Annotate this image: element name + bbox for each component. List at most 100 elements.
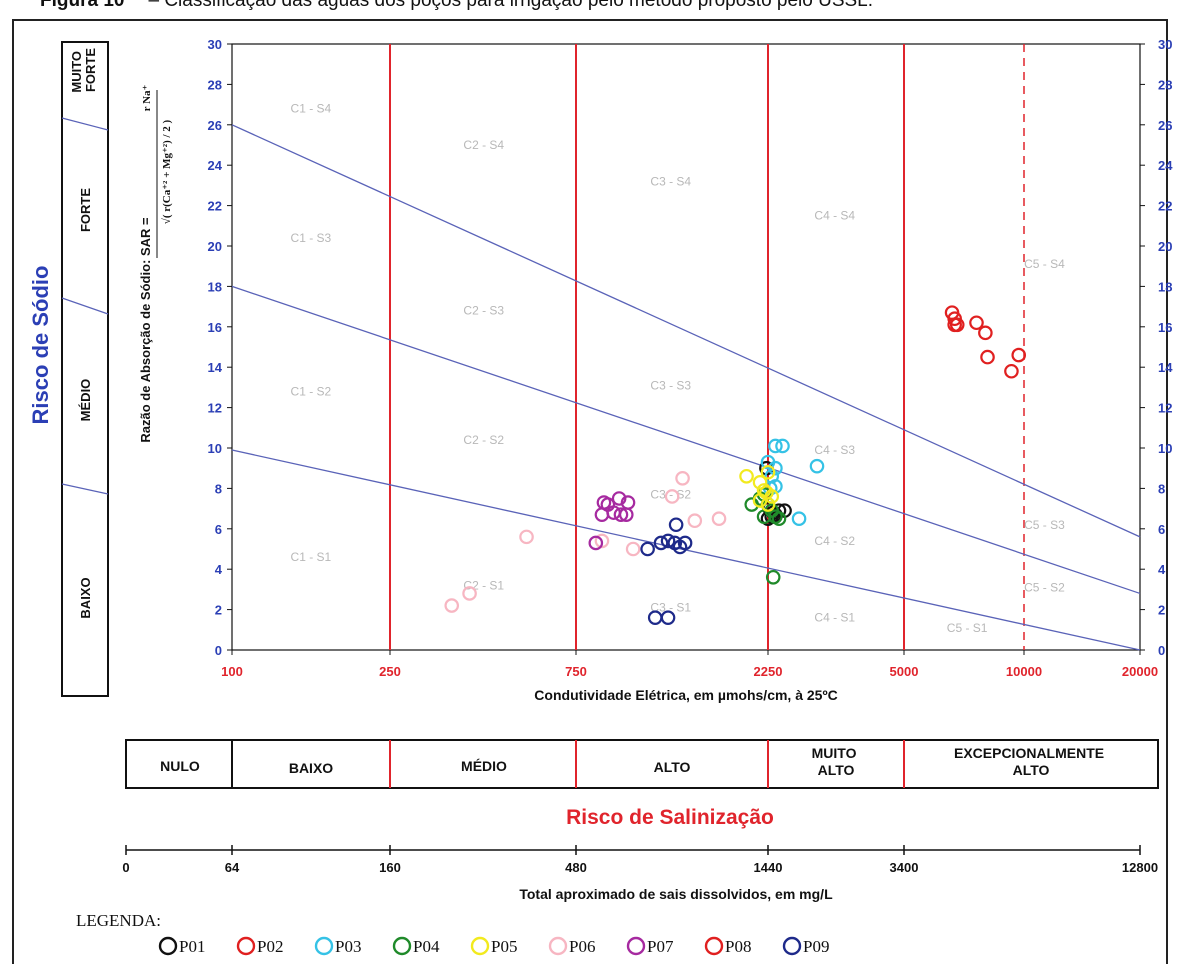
y-tick-label: 20 [208, 239, 222, 254]
y-tick-label-right: 30 [1158, 37, 1172, 52]
legend-marker-p05 [470, 936, 490, 956]
x-axis-title: Condutividade Elétrica, em µmohs/cm, à 2… [534, 687, 837, 703]
salinity-level-excepcionalmente-alto: EXCEPCIONALMENTE ALTO [954, 745, 1108, 778]
class-label: C2 - S4 [463, 138, 504, 152]
sodium-divider [61, 117, 109, 131]
salinity-level-excepcionalmente-alto-line2: ALTO [1013, 762, 1050, 778]
legend-label-p08: P08 [725, 937, 751, 956]
point-p07 [588, 535, 604, 551]
y-tick-label: 6 [215, 522, 222, 537]
salinity-level-medio: MÉDIO [461, 758, 507, 774]
y-tick-label: 4 [215, 562, 223, 577]
x-tick-label: 2250 [754, 664, 783, 679]
point-p09 [660, 610, 676, 625]
figure-caption: Figura 10 – Classificação das águas dos p… [40, 0, 1160, 14]
class-label: C4 - S4 [814, 209, 855, 223]
salinity-level-baixo: BAIXO [289, 760, 333, 776]
point-p03 [768, 460, 783, 476]
point-p08 [947, 317, 962, 333]
legend-marker-p07 [626, 936, 646, 956]
tds-axis: 0 64 160 480 1440 3400 12800 Total aproximado … [122, 845, 1158, 902]
point-p07 [596, 495, 612, 510]
y-tick-label-right: 26 [1158, 118, 1172, 133]
legend-label-p03: P03 [335, 937, 361, 956]
sodium-level-muito-forte-line2: FORTE [83, 48, 98, 92]
point-p08 [978, 325, 993, 341]
salinity-level-muito-alto: MUITO ALTO [812, 745, 861, 778]
point-p04 [771, 511, 787, 526]
y-tick-label: 18 [208, 279, 222, 294]
y-tick-label-right: 14 [1158, 360, 1173, 375]
y-tick-label-right: 6 [1158, 522, 1165, 537]
y-tick-label-right: 28 [1158, 77, 1172, 92]
point-p06 [444, 598, 460, 613]
point-p03 [791, 511, 807, 526]
legend-items: P01 P02 P03 P04 P05 P06 P07 P08 P09 [158, 936, 829, 956]
point-p09 [668, 517, 684, 533]
tds-tick-label: 0 [122, 860, 129, 875]
legend-marker-p09 [782, 936, 802, 956]
class-label: C3 - S4 [650, 174, 691, 188]
figure-caption-text: – Classificação das águas dos poços para… [148, 0, 874, 11]
sodium-level-forte: FORTE [78, 188, 93, 232]
point-p06 [594, 533, 610, 549]
point-p03 [775, 438, 790, 454]
class-label: C2 - S1 [463, 578, 504, 592]
point-p06 [462, 586, 477, 601]
point-p07 [611, 491, 627, 506]
salinity-risk-box [125, 739, 1159, 789]
y-tick-label: 10 [208, 441, 222, 456]
tds-tick-label: 480 [565, 860, 587, 875]
class-label: C4 - S2 [814, 534, 855, 548]
class-label: C5 - S4 [1024, 257, 1065, 271]
sodium-risk-panel: MUITO FORTE FORTE MÉDIO BAIXO Risco de S… [28, 41, 109, 697]
y-tick-label: 0 [215, 643, 222, 658]
tds-tick-label: 1440 [754, 860, 783, 875]
point-p07 [618, 507, 634, 522]
y-tick-label-right: 2 [1158, 603, 1165, 618]
y-tick-label-right: 22 [1158, 199, 1172, 214]
y-tick-label: 16 [208, 320, 222, 335]
class-label: C4 - S3 [814, 443, 855, 457]
point-p03 [768, 438, 783, 454]
sodium-class-line [231, 124, 1141, 538]
legend-marker-p06 [548, 936, 568, 956]
y-tick-label: 26 [208, 118, 222, 133]
y-tick-label: 28 [208, 77, 222, 92]
point-p09 [653, 535, 669, 551]
y-tick-label-right: 8 [1158, 481, 1165, 496]
tds-axis-title: Total aproximado de sais dissolvidos, em… [519, 886, 833, 902]
y-tick-label-right: 10 [1158, 441, 1172, 456]
class-label: C5 - S2 [1024, 580, 1065, 594]
y-tick-label-right: 20 [1158, 239, 1172, 254]
class-label: C2 - S3 [463, 304, 504, 318]
figure-frame [12, 19, 1168, 964]
point-p05 [752, 475, 768, 490]
y-tick-label-right: 24 [1158, 158, 1173, 173]
class-label: C5 - S3 [1024, 518, 1065, 532]
sample-points [444, 305, 1027, 625]
sodium-divider [61, 483, 109, 495]
tds-tick-label: 64 [225, 860, 240, 875]
tds-tick-label: 12800 [1122, 860, 1158, 875]
point-p09 [672, 539, 688, 555]
class-label: C3 - S1 [650, 601, 691, 615]
salinity-level-nulo: NULO [160, 758, 200, 774]
plot-border [231, 43, 1141, 651]
y-tick-label: 30 [208, 37, 222, 52]
sar-denominator: √( r(Ca⁺² + Mg⁺²) / 2 ) [161, 119, 173, 224]
y-tick-label-right: 18 [1158, 279, 1172, 294]
class-label: C3 - S2 [650, 488, 691, 502]
y-tick-label-right: 16 [1158, 320, 1172, 335]
point-p05 [739, 468, 754, 484]
salinity-level-muito-alto-line2: ALTO [818, 762, 855, 778]
class-label: C1 - S4 [291, 102, 332, 116]
legend-label-p05: P05 [491, 937, 517, 956]
salinity-level-alto: ALTO [654, 759, 691, 775]
point-p08 [980, 349, 995, 365]
point-p06 [519, 529, 534, 545]
legend-marker-p02 [236, 936, 256, 956]
legend-marker-p03 [314, 936, 334, 956]
